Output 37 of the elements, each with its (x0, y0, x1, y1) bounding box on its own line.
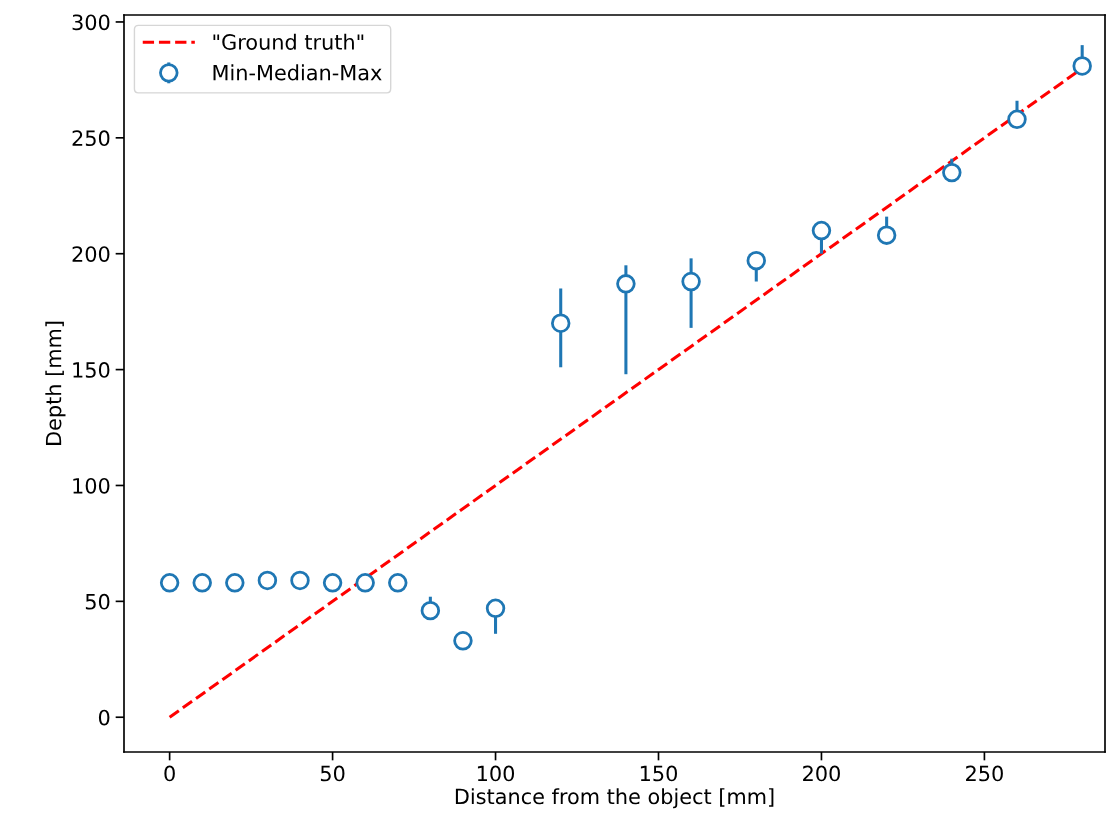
y-tick-label: 200 (72, 246, 110, 262)
x-axis-title: Distance from the object [mm] (455, 788, 774, 809)
point (1007, 109, 1027, 130)
y-axis-title: Depth [mm] (45, 321, 66, 445)
point (355, 573, 375, 593)
point (876, 225, 897, 245)
point (746, 250, 766, 271)
x-tick-label: 0 (164, 765, 175, 782)
legend-label: Min-Median-Max (213, 64, 382, 81)
point (811, 220, 832, 241)
x-tick-label: 100 (477, 765, 515, 782)
point (681, 271, 701, 292)
point (485, 598, 506, 619)
point (551, 313, 571, 333)
y-tick-label: 0 (98, 709, 110, 726)
y-tick-label: 50 (85, 593, 110, 610)
y-tick-label: 250 (72, 130, 110, 147)
point (257, 570, 278, 591)
point (420, 600, 441, 621)
legend-label: "Ground truth" (213, 33, 364, 50)
point (225, 573, 245, 593)
point (322, 573, 343, 593)
y-tick-label: 100 (73, 477, 110, 494)
y-tick-label: 150 (73, 362, 110, 378)
point (1072, 56, 1092, 76)
x-tick-label: 150 (640, 765, 677, 782)
point (159, 573, 180, 593)
point (290, 570, 310, 591)
point (453, 631, 473, 651)
x-tick-label: 50 (320, 765, 345, 782)
point (616, 274, 636, 294)
x-tick-label: 250 (966, 765, 1003, 782)
point (388, 573, 408, 593)
x-tick-label: 200 (803, 765, 840, 782)
point (942, 162, 962, 183)
point (192, 573, 212, 593)
y-tick-label: 300 (72, 14, 110, 31)
